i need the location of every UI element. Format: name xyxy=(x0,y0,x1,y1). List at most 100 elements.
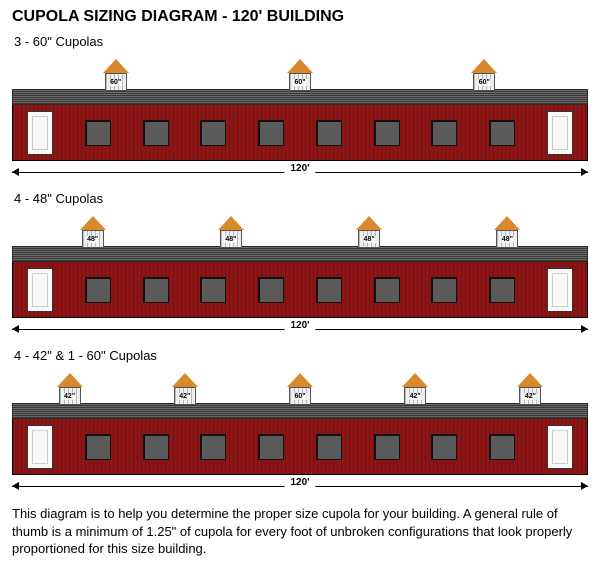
cupola-base: 42" xyxy=(404,387,426,405)
cupola-size-label: 48" xyxy=(501,236,514,243)
cupola: 48" xyxy=(354,216,384,248)
cupola-base: 60" xyxy=(289,387,311,405)
cupola-roof-icon xyxy=(517,373,543,387)
wall xyxy=(12,419,588,475)
cupola-size-label: 42" xyxy=(63,393,76,400)
cupola: 60" xyxy=(101,59,131,91)
cupola-base: 42" xyxy=(519,387,541,405)
window xyxy=(258,434,284,460)
window xyxy=(374,277,400,303)
dimension-label: 120' xyxy=(284,163,315,174)
cupola-roof-icon xyxy=(80,216,106,230)
cupola-size-label: 60" xyxy=(293,393,306,400)
options-container: 3 - 60" Cupolas 60" 60" 60" 120' 4 - 48" Cupo… xyxy=(12,34,588,495)
roof xyxy=(12,246,588,262)
window xyxy=(143,120,169,146)
cupola: 42" xyxy=(400,373,430,405)
cupola-roof-icon xyxy=(471,59,497,73)
window xyxy=(431,120,457,146)
cupola: 42" xyxy=(55,373,85,405)
window xyxy=(316,120,342,146)
cupola: 42" xyxy=(170,373,200,405)
window xyxy=(85,277,111,303)
cupola-size-label: 42" xyxy=(178,393,191,400)
cupola-base: 48" xyxy=(358,230,380,248)
door xyxy=(27,425,53,469)
cupola: 60" xyxy=(285,373,315,405)
cupola-size-label: 48" xyxy=(86,236,99,243)
roof xyxy=(12,403,588,419)
cupola: 48" xyxy=(78,216,108,248)
window xyxy=(85,434,111,460)
cupola-base: 42" xyxy=(59,387,81,405)
cupola-roof-icon xyxy=(287,59,313,73)
cupola-roof-icon xyxy=(57,373,83,387)
cupola-roof-icon xyxy=(356,216,382,230)
cupola-roof-icon xyxy=(494,216,520,230)
cupola: 60" xyxy=(285,59,315,91)
cupola-base: 60" xyxy=(473,73,495,91)
window xyxy=(143,434,169,460)
door xyxy=(547,268,573,312)
wall xyxy=(12,105,588,161)
cupola-row: 60" 60" 60" xyxy=(12,53,588,89)
cupola-roof-icon xyxy=(172,373,198,387)
dimension-line: 120' xyxy=(12,163,588,181)
door xyxy=(547,425,573,469)
window xyxy=(143,277,169,303)
window xyxy=(489,120,515,146)
cupola-base: 48" xyxy=(82,230,104,248)
window xyxy=(316,434,342,460)
window xyxy=(85,120,111,146)
cupola-size-label: 60" xyxy=(293,79,306,86)
dimension-label: 120' xyxy=(284,320,315,331)
cupola-size-label: 48" xyxy=(363,236,376,243)
door xyxy=(27,268,53,312)
cupola-row: 48" 48" 48" 48" xyxy=(12,210,588,246)
window xyxy=(258,277,284,303)
cupola-size-label: 42" xyxy=(409,393,422,400)
cupola: 48" xyxy=(216,216,246,248)
window xyxy=(200,277,226,303)
cupola-roof-icon xyxy=(218,216,244,230)
dimension-label: 120' xyxy=(284,477,315,488)
cupola-roof-icon xyxy=(103,59,129,73)
dimension-line: 120' xyxy=(12,320,588,338)
cupola-size-label: 42" xyxy=(524,393,537,400)
cupola-size-label: 48" xyxy=(224,236,237,243)
cupola-row: 42" 42" 60" 42" 42" xyxy=(12,367,588,403)
window xyxy=(374,434,400,460)
door xyxy=(27,111,53,155)
dimension-line: 120' xyxy=(12,477,588,495)
cupola-base: 60" xyxy=(105,73,127,91)
cupola-roof-icon xyxy=(287,373,313,387)
window xyxy=(316,277,342,303)
cupola: 60" xyxy=(469,59,499,91)
option-label: 4 - 42" & 1 - 60" Cupolas xyxy=(14,348,588,363)
cupola-size-label: 60" xyxy=(478,79,491,86)
option-label: 4 - 48" Cupolas xyxy=(14,191,588,206)
window xyxy=(200,434,226,460)
window xyxy=(431,434,457,460)
building-diagram: 60" 60" 60" xyxy=(12,53,588,161)
cupola-base: 48" xyxy=(496,230,518,248)
cupola-base: 42" xyxy=(174,387,196,405)
roof xyxy=(12,89,588,105)
cupola: 48" xyxy=(492,216,522,248)
door xyxy=(547,111,573,155)
option-label: 3 - 60" Cupolas xyxy=(14,34,588,49)
cupola-size-label: 60" xyxy=(109,79,122,86)
window xyxy=(258,120,284,146)
window xyxy=(374,120,400,146)
wall xyxy=(12,262,588,318)
cupola-base: 48" xyxy=(220,230,242,248)
cupola-roof-icon xyxy=(402,373,428,387)
cupola: 42" xyxy=(515,373,545,405)
page-title: CUPOLA SIZING DIAGRAM - 120' BUILDING xyxy=(12,8,588,26)
cupola-base: 60" xyxy=(289,73,311,91)
building-diagram: 42" 42" 60" 42" 42" xyxy=(12,367,588,475)
window xyxy=(431,277,457,303)
window xyxy=(489,277,515,303)
building-diagram: 48" 48" 48" 48" xyxy=(12,210,588,318)
window xyxy=(489,434,515,460)
